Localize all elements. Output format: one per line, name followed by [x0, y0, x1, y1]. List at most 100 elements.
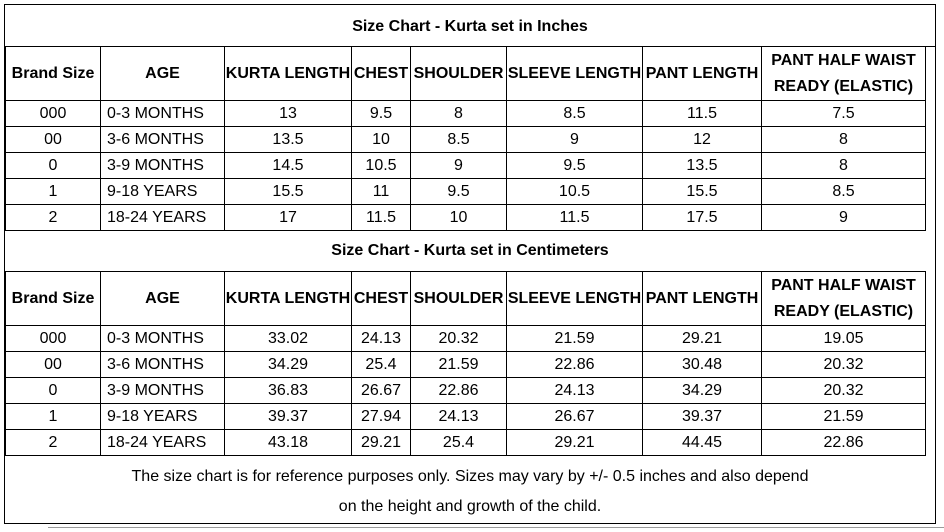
table-row: 2 18-24 YEARS 17 11.5 10 11.5 17.5 9 [5, 204, 926, 231]
centimeters-size-table: Brand Size AGE KURTA LENGTH CHEST SHOULD… [5, 271, 926, 456]
cell-sleeve-length: 11.5 [506, 204, 643, 231]
cell-sleeve-length: 10.5 [506, 178, 643, 205]
cell-pant-length: 39.37 [642, 403, 762, 430]
cell-shoulder: 25.4 [410, 429, 507, 456]
disclaimer-line-2: on the height and growth of the child. [338, 498, 602, 515]
cell-shoulder: 10 [410, 204, 507, 231]
cell-pant-half-waist: 22.86 [761, 429, 926, 456]
column-header-pant-length: PANT LENGTH [642, 271, 762, 326]
cell-shoulder: 24.13 [410, 403, 507, 430]
cell-shoulder: 8.5 [410, 126, 507, 153]
cell-chest: 10.5 [351, 152, 411, 179]
cell-pant-half-waist: 21.59 [761, 403, 926, 430]
cell-chest: 29.21 [351, 429, 411, 456]
cell-kurta-length: 13 [224, 100, 352, 127]
table-row: 0 3-9 MONTHS 14.5 10.5 9 9.5 13.5 8 [5, 152, 926, 179]
cell-chest: 10 [351, 126, 411, 153]
table-row: 0 3-9 MONTHS 36.83 26.67 22.86 24.13 34.29 20.3… [5, 377, 926, 404]
column-header-chest: CHEST [351, 46, 411, 101]
column-header-sleeve-length: SLEEVE LENGTH [506, 46, 643, 101]
table-row: 000 0-3 MONTHS 13 9.5 8 8.5 11.5 7.5 [5, 100, 926, 127]
column-header-pant-length: PANT LENGTH [642, 46, 762, 101]
table-row: 000 0-3 MONTHS 33.02 24.13 20.32 21.59 29.21 19… [5, 325, 926, 352]
cell-pant-half-waist: 9 [761, 204, 926, 231]
cell-brand-size: 2 [5, 204, 101, 231]
cell-pant-length: 12 [642, 126, 762, 153]
table-row: 1 9-18 YEARS 39.37 27.94 24.13 26.67 39.37 21.5… [5, 403, 926, 430]
cell-pant-length: 44.45 [642, 429, 762, 456]
header-row: Brand Size AGE KURTA LENGTH CHEST SHOULD… [5, 46, 926, 101]
cell-kurta-length: 15.5 [224, 178, 352, 205]
cell-kurta-length: 43.18 [224, 429, 352, 456]
column-header-sleeve-length: SLEEVE LENGTH [506, 271, 643, 326]
cell-age: 9-18 YEARS [100, 178, 225, 205]
inches-size-table: Brand Size AGE KURTA LENGTH CHEST SHOULD… [5, 46, 926, 231]
cell-chest: 27.94 [351, 403, 411, 430]
cell-pant-half-waist: 20.32 [761, 351, 926, 378]
column-header-age: AGE [100, 271, 225, 326]
cell-pant-length: 11.5 [642, 100, 762, 127]
cell-pant-half-waist: 20.32 [761, 377, 926, 404]
cell-age: 18-24 YEARS [100, 204, 225, 231]
cell-chest: 26.67 [351, 377, 411, 404]
cell-sleeve-length: 26.67 [506, 403, 643, 430]
cell-chest: 25.4 [351, 351, 411, 378]
cell-shoulder: 21.59 [410, 351, 507, 378]
cell-brand-size: 1 [5, 403, 101, 430]
table-row: 00 3-6 MONTHS 34.29 25.4 21.59 22.86 30.48 20.3… [5, 351, 926, 378]
cell-brand-size: 000 [5, 325, 101, 352]
column-header-kurta-length: KURTA LENGTH [224, 271, 352, 326]
cell-sleeve-length: 21.59 [506, 325, 643, 352]
cell-pant-length: 29.21 [642, 325, 762, 352]
table-row: 00 3-6 MONTHS 13.5 10 8.5 9 12 8 [5, 126, 926, 153]
cell-pant-half-waist: 8 [761, 152, 926, 179]
cell-brand-size: 0 [5, 152, 101, 179]
cell-sleeve-length: 8.5 [506, 100, 643, 127]
cell-chest: 9.5 [351, 100, 411, 127]
cell-pant-half-waist: 8 [761, 126, 926, 153]
column-header-age: AGE [100, 46, 225, 101]
cell-chest: 11 [351, 178, 411, 205]
cell-brand-size: 000 [5, 100, 101, 127]
cell-age: 0-3 MONTHS [100, 325, 225, 352]
cell-brand-size: 00 [5, 351, 101, 378]
cell-shoulder: 9 [410, 152, 507, 179]
cell-pant-length: 17.5 [642, 204, 762, 231]
column-header-brand-size: Brand Size [5, 271, 101, 326]
bottom-border [48, 527, 944, 528]
table-row: 1 9-18 YEARS 15.5 11 9.5 10.5 15.5 8.5 [5, 178, 926, 205]
cell-age: 0-3 MONTHS [100, 100, 225, 127]
cell-brand-size: 1 [5, 178, 101, 205]
cell-age: 3-9 MONTHS [100, 152, 225, 179]
cell-sleeve-length: 29.21 [506, 429, 643, 456]
header-row: Brand Size AGE KURTA LENGTH CHEST SHOULD… [5, 271, 926, 326]
cell-kurta-length: 14.5 [224, 152, 352, 179]
inches-chart-title: Size Chart - Kurta set in Inches [352, 18, 588, 35]
column-header-kurta-length: KURTA LENGTH [224, 46, 352, 101]
cell-brand-size: 2 [5, 429, 101, 456]
column-header-pant-half-waist: PANT HALF WAIST READY (ELASTIC) [761, 271, 926, 326]
cell-shoulder: 20.32 [410, 325, 507, 352]
column-header-shoulder: SHOULDER [410, 271, 507, 326]
cell-sleeve-length: 22.86 [506, 351, 643, 378]
cell-brand-size: 00 [5, 126, 101, 153]
cell-sleeve-length: 24.13 [506, 377, 643, 404]
cell-kurta-length: 13.5 [224, 126, 352, 153]
cell-kurta-length: 33.02 [224, 325, 352, 352]
cell-age: 18-24 YEARS [100, 429, 225, 456]
cell-pant-length: 13.5 [642, 152, 762, 179]
cell-pant-length: 30.48 [642, 351, 762, 378]
column-header-shoulder: SHOULDER [410, 46, 507, 101]
table-row: 2 18-24 YEARS 43.18 29.21 25.4 29.21 44.45 22.8… [5, 429, 926, 456]
cell-chest: 24.13 [351, 325, 411, 352]
cell-brand-size: 0 [5, 377, 101, 404]
cell-pant-half-waist: 7.5 [761, 100, 926, 127]
cell-chest: 11.5 [351, 204, 411, 231]
cell-sleeve-length: 9.5 [506, 152, 643, 179]
cell-age: 3-9 MONTHS [100, 377, 225, 404]
disclaimer-line-1: The size chart is for reference purposes… [131, 468, 809, 485]
column-header-brand-size: Brand Size [5, 46, 101, 101]
centimeters-chart-title: Size Chart - Kurta set in Centimeters [331, 242, 609, 259]
cell-kurta-length: 17 [224, 204, 352, 231]
cell-kurta-length: 34.29 [224, 351, 352, 378]
